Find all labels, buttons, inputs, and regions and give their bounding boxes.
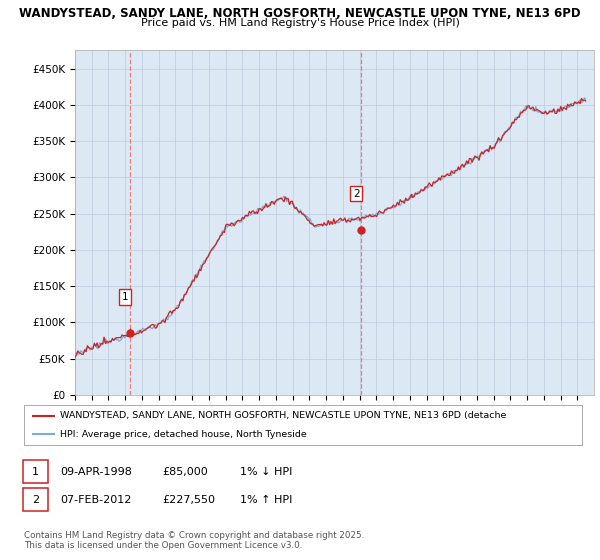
Text: 1% ↓ HPI: 1% ↓ HPI bbox=[240, 466, 292, 477]
Text: 09-APR-1998: 09-APR-1998 bbox=[60, 466, 132, 477]
Text: £85,000: £85,000 bbox=[162, 466, 208, 477]
Text: 1: 1 bbox=[121, 292, 128, 302]
Text: Price paid vs. HM Land Registry's House Price Index (HPI): Price paid vs. HM Land Registry's House … bbox=[140, 18, 460, 28]
Text: £227,550: £227,550 bbox=[162, 494, 215, 505]
Text: 1: 1 bbox=[32, 466, 39, 477]
Text: 2: 2 bbox=[32, 494, 39, 505]
Text: HPI: Average price, detached house, North Tyneside: HPI: Average price, detached house, Nort… bbox=[60, 430, 307, 439]
Text: WANDYSTEAD, SANDY LANE, NORTH GOSFORTH, NEWCASTLE UPON TYNE, NE13 6PD (detache: WANDYSTEAD, SANDY LANE, NORTH GOSFORTH, … bbox=[60, 411, 506, 420]
Text: 07-FEB-2012: 07-FEB-2012 bbox=[60, 494, 131, 505]
Text: 1% ↑ HPI: 1% ↑ HPI bbox=[240, 494, 292, 505]
Text: WANDYSTEAD, SANDY LANE, NORTH GOSFORTH, NEWCASTLE UPON TYNE, NE13 6PD: WANDYSTEAD, SANDY LANE, NORTH GOSFORTH, … bbox=[19, 7, 581, 20]
Text: Contains HM Land Registry data © Crown copyright and database right 2025.
This d: Contains HM Land Registry data © Crown c… bbox=[24, 531, 364, 550]
Text: 2: 2 bbox=[353, 189, 359, 199]
